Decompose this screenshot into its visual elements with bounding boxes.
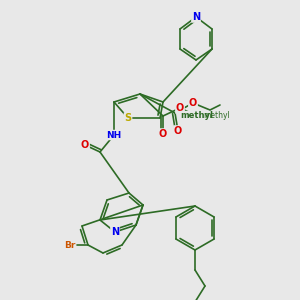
- Text: S: S: [124, 113, 132, 123]
- Text: O: O: [189, 98, 197, 108]
- Text: N: N: [192, 12, 200, 22]
- Text: O: O: [159, 129, 167, 139]
- Text: O: O: [81, 140, 89, 150]
- Text: O: O: [176, 103, 184, 113]
- Text: NH: NH: [106, 130, 122, 140]
- Text: methyl: methyl: [181, 112, 214, 121]
- Text: O: O: [174, 126, 182, 136]
- Text: methyl: methyl: [203, 112, 230, 121]
- Text: Br: Br: [64, 241, 76, 250]
- Text: N: N: [111, 227, 119, 237]
